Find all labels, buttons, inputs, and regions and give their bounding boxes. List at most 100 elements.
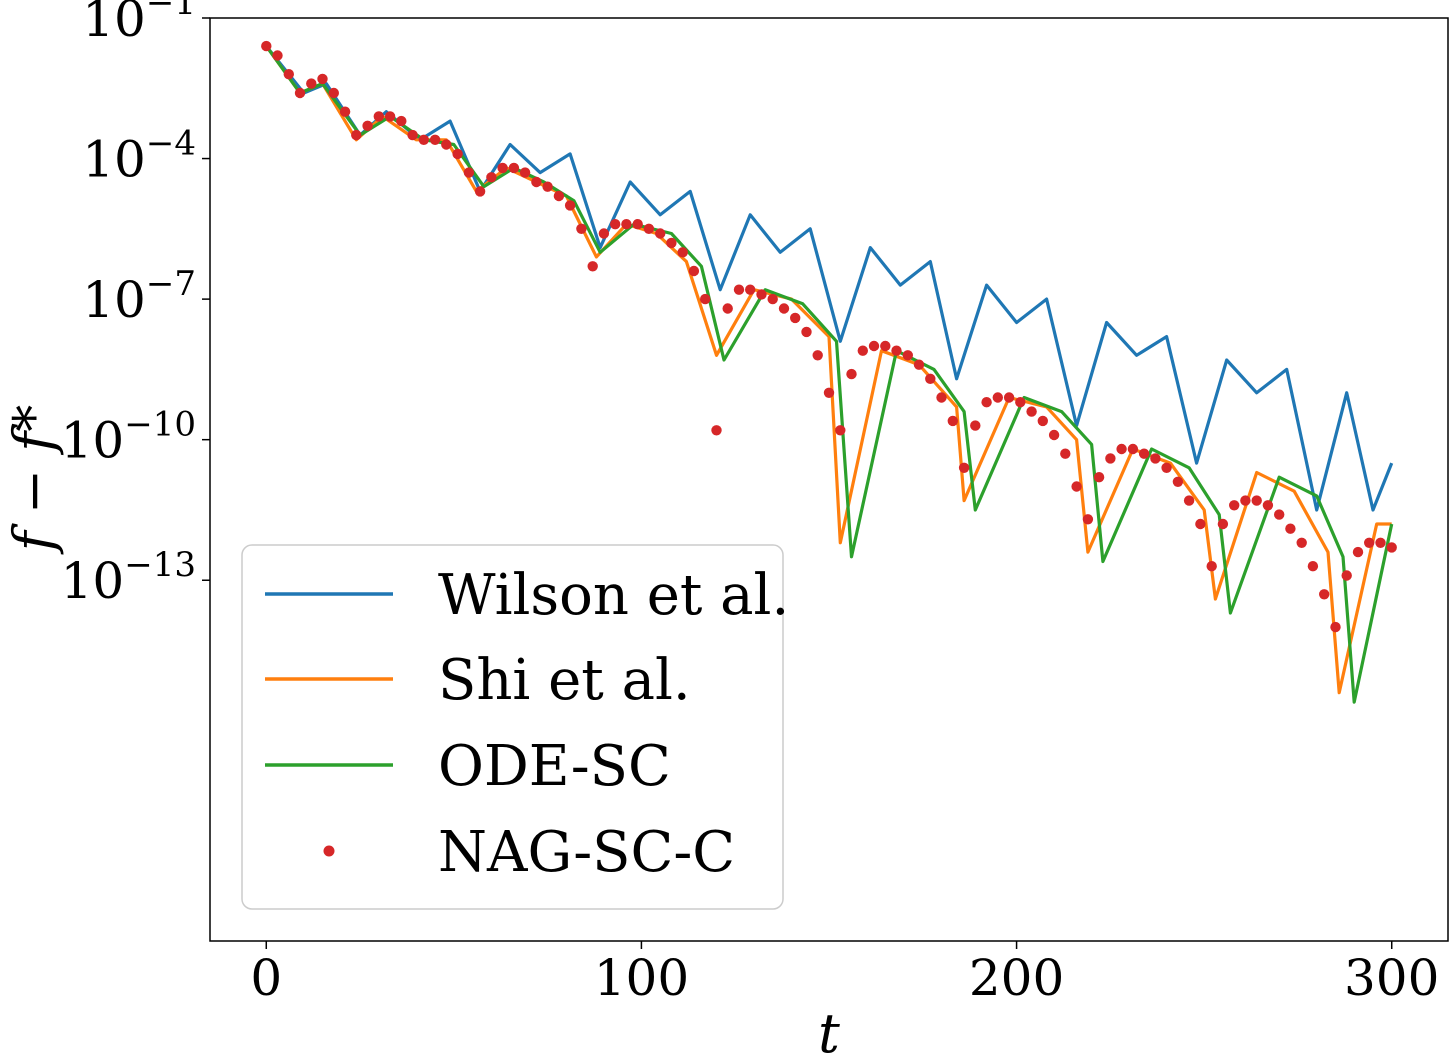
y-axis-label: f − f* [2, 405, 65, 556]
data-point [1364, 537, 1375, 548]
data-point [790, 312, 801, 324]
legend-label: Wilson et al. [438, 563, 789, 628]
data-point [677, 247, 688, 258]
data-point [756, 289, 767, 300]
data-point [598, 228, 610, 239]
data-point [429, 134, 441, 145]
data-point [328, 87, 339, 99]
data-point [655, 228, 666, 239]
data-point [418, 134, 429, 145]
data-point [576, 223, 587, 234]
data-point [1082, 514, 1094, 525]
data-point [846, 368, 857, 380]
data-point [868, 340, 880, 352]
x-tick-label: 100 [594, 949, 689, 1007]
data-point [1105, 453, 1116, 464]
y-tick-exponent: −13 [124, 545, 196, 585]
data-point [1093, 472, 1105, 483]
y-tick-base: 10 [82, 131, 146, 189]
x-tick-label: 300 [1344, 949, 1439, 1007]
data-point [339, 106, 351, 117]
data-point [283, 69, 294, 80]
data-point [351, 129, 362, 141]
data-point [1172, 476, 1184, 487]
data-point [880, 340, 891, 352]
data-point [1150, 453, 1161, 464]
data-point [778, 303, 790, 314]
data-point [272, 50, 283, 61]
data-point [992, 392, 1003, 403]
data-point [722, 303, 733, 314]
series-line-2 [265, 45, 1394, 704]
data-point [902, 350, 913, 361]
data-point [587, 261, 598, 272]
y-tick-label: 10−4 [82, 124, 196, 189]
data-point [1003, 392, 1015, 403]
y-tick-exponent: −4 [146, 124, 196, 164]
data-point [621, 219, 632, 230]
y-tick-label: 10−1 [82, 0, 196, 48]
y-tick-base: 10 [61, 552, 125, 610]
data-point [1240, 495, 1251, 506]
data-point [564, 200, 576, 211]
data-point [1341, 570, 1352, 581]
data-point [947, 415, 958, 427]
data-point [384, 111, 396, 122]
data-point [261, 40, 272, 52]
data-point [373, 111, 384, 122]
data-point [1127, 443, 1139, 455]
legend: Wilson et al. Shi et al. ODE-SC NAG-SC-C [241, 544, 789, 910]
data-point [913, 359, 925, 370]
data-point [486, 172, 497, 183]
data-point [542, 181, 553, 192]
data-point [857, 345, 868, 356]
data-point [1048, 429, 1060, 441]
data-point [294, 87, 306, 99]
legend-swatch-dot [323, 845, 335, 857]
data-point [441, 139, 452, 150]
series-dots-3 [261, 40, 1397, 633]
data-point [1229, 500, 1240, 511]
y-tick-base: 10 [82, 271, 146, 329]
data-point [970, 420, 981, 431]
data-point [733, 284, 745, 295]
legend-label: ODE-SC [438, 734, 671, 799]
data-point [925, 373, 936, 384]
legend-label: NAG-SC-C [438, 820, 735, 885]
data-point [497, 162, 508, 174]
series-line-1 [265, 45, 1392, 695]
y-tick-base: 10 [82, 0, 146, 48]
data-point [362, 120, 373, 131]
data-point [463, 167, 475, 178]
y-tick-label: 10−13 [61, 545, 196, 610]
data-point [1251, 495, 1262, 506]
data-point [610, 219, 621, 230]
data-point [1060, 448, 1071, 459]
data-point [531, 176, 542, 188]
data-point [1195, 518, 1206, 530]
data-point [1026, 406, 1037, 417]
data-point [1015, 397, 1026, 408]
data-point [1319, 589, 1330, 600]
y-tick-exponent: −7 [146, 264, 196, 304]
y-tick-exponent: −10 [124, 405, 196, 445]
x-tick-label: 200 [969, 949, 1064, 1007]
data-point [1375, 537, 1386, 548]
y-tick-label: 10−10 [61, 405, 196, 470]
data-point [643, 223, 655, 234]
data-point [1262, 500, 1274, 511]
data-point [1217, 518, 1229, 530]
data-point [812, 350, 823, 361]
data-point [1161, 462, 1172, 473]
data-point [1116, 443, 1127, 455]
legend-box [241, 544, 784, 910]
data-point [1206, 561, 1217, 572]
data-point [1071, 481, 1082, 492]
plot-frame [209, 17, 1449, 942]
data-point [474, 186, 486, 197]
data-point [1307, 561, 1319, 572]
legend-label: Shi et al. [438, 648, 691, 713]
data-point [1330, 621, 1341, 633]
data-point [745, 284, 756, 295]
